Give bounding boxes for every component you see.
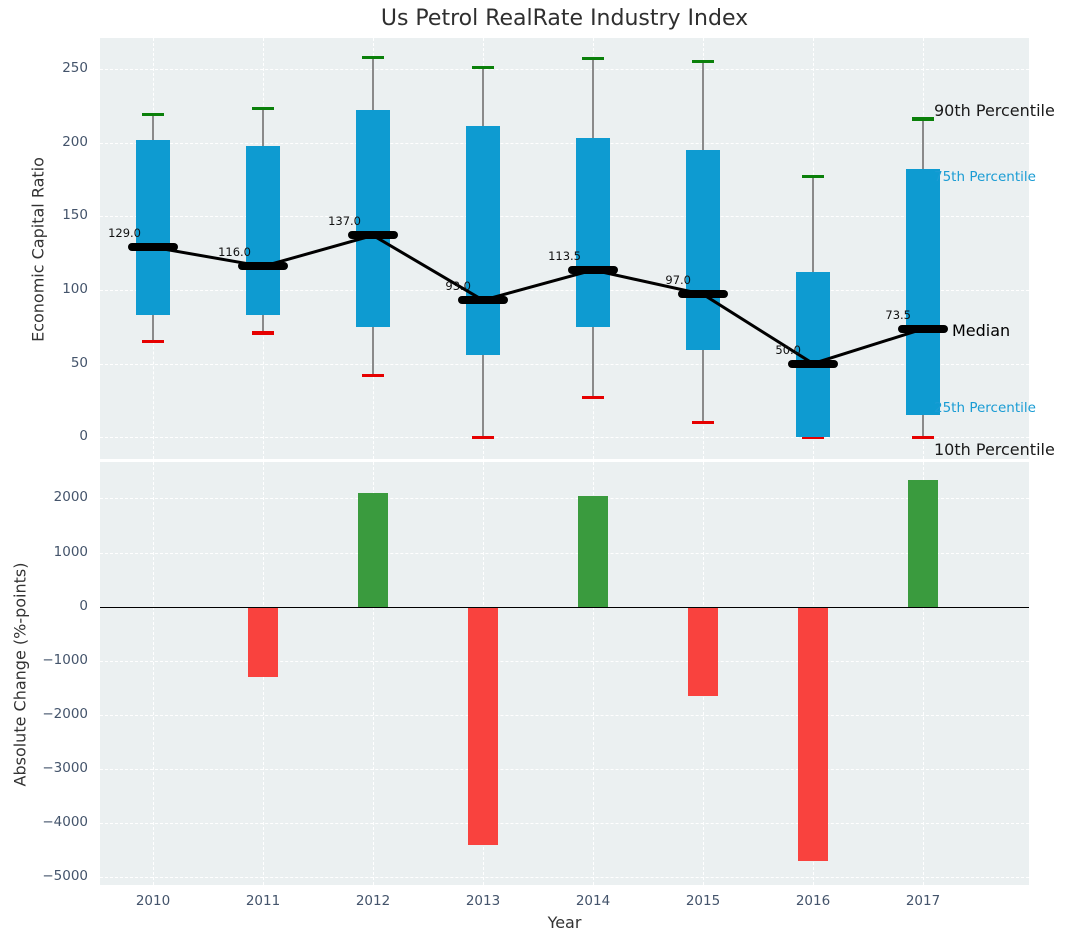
percentile-10-cap bbox=[912, 435, 934, 440]
interquartile-bar bbox=[356, 110, 390, 327]
percentile-90-cap bbox=[692, 59, 714, 64]
percentile-90-cap bbox=[362, 55, 384, 59]
interquartile-bar bbox=[906, 169, 940, 416]
percentile-90-cap bbox=[912, 117, 934, 121]
percentile-90-cap bbox=[142, 112, 164, 117]
top-gridline-h bbox=[100, 289, 1029, 291]
percentile-90-cap bbox=[802, 174, 824, 179]
median-marker bbox=[568, 266, 618, 275]
percentile-90-cap bbox=[582, 56, 604, 61]
bottom-gridline-h bbox=[100, 768, 1029, 770]
x-tick-label: 2011 bbox=[245, 893, 281, 909]
median-marker bbox=[788, 359, 838, 368]
top-y-tick-label: 100 bbox=[62, 280, 88, 297]
x-tick-label: 2010 bbox=[135, 893, 171, 909]
bottom-y-axis-label: Absolute Change (%-points) bbox=[10, 562, 30, 787]
top-gridline-h bbox=[100, 437, 1029, 439]
annotation-10th-percentile: 10th Percentile bbox=[934, 439, 1055, 459]
bottom-y-tick-label: 2000 bbox=[53, 489, 88, 506]
x-tick-label: 2014 bbox=[575, 893, 611, 909]
x-tick-label: 2016 bbox=[795, 893, 831, 909]
chart-title: Us Petrol RealRate Industry Index bbox=[380, 6, 749, 31]
x-tick-label: 2015 bbox=[685, 893, 721, 909]
annotation-median: Median bbox=[952, 321, 1011, 341]
top-gridline-h bbox=[100, 142, 1029, 144]
percentile-10-cap bbox=[362, 373, 384, 378]
x-tick-label: 2017 bbox=[905, 893, 941, 909]
interquartile-bar bbox=[576, 138, 610, 327]
change-bar-positive bbox=[358, 493, 388, 607]
bottom-y-tick-label: 0 bbox=[79, 597, 88, 614]
bottom-y-tick-label: 1000 bbox=[53, 543, 88, 560]
median-marker bbox=[898, 324, 948, 333]
median-value-label: 97.0 bbox=[665, 273, 691, 288]
change-bar-negative bbox=[468, 606, 498, 845]
bottom-y-tick-label: −2000 bbox=[42, 705, 88, 722]
bottom-panel-plot-area bbox=[100, 462, 1029, 885]
change-bar-negative bbox=[798, 606, 828, 861]
interquartile-bar bbox=[686, 150, 720, 351]
x-axis-label: Year bbox=[547, 913, 582, 932]
top-panel-plot-area: 129.0 116.0 137.0 93.0 113.5 97.0 50.0 73.5 bbox=[100, 38, 1029, 459]
annotation-90th-percentile: 90th Percentile bbox=[934, 101, 1055, 121]
bottom-gridline-h bbox=[100, 660, 1029, 662]
median-value-label: 137.0 bbox=[328, 214, 361, 229]
median-value-label: 129.0 bbox=[108, 226, 141, 241]
bottom-gridline-v bbox=[373, 462, 374, 885]
top-y-tick-label: 250 bbox=[62, 60, 88, 76]
top-gridline-h bbox=[100, 216, 1029, 218]
annotation-25th-percentile: 25th Percentile bbox=[934, 400, 1036, 417]
median-marker bbox=[238, 262, 288, 271]
top-gridline-h bbox=[100, 69, 1029, 70]
percentile-10-cap bbox=[802, 435, 824, 440]
bottom-gridline-v bbox=[153, 462, 154, 885]
percentile-90-cap bbox=[252, 107, 274, 111]
percentile-10-cap bbox=[252, 331, 274, 335]
bottom-gridline-v bbox=[593, 462, 594, 885]
median-value-label: 116.0 bbox=[218, 245, 251, 260]
bottom-y-tick-label: −3000 bbox=[42, 759, 88, 776]
median-value-label: 93.0 bbox=[445, 279, 471, 294]
zero-axis-line bbox=[100, 606, 1029, 608]
interquartile-bar bbox=[136, 139, 170, 315]
percentile-90-cap bbox=[472, 65, 494, 70]
median-value-label: 73.5 bbox=[885, 307, 911, 322]
top-y-tick-label: 50 bbox=[70, 354, 88, 371]
bottom-gridline-h bbox=[100, 714, 1029, 716]
percentile-10-cap bbox=[582, 395, 604, 400]
interquartile-bar bbox=[246, 145, 280, 315]
top-gridline-h bbox=[100, 363, 1029, 365]
percentile-10-cap bbox=[472, 435, 494, 440]
percentile-10-cap bbox=[692, 420, 714, 425]
top-y-tick-label: 0 bbox=[79, 428, 88, 445]
bottom-gridline-h bbox=[100, 877, 1029, 878]
top-y-tick-label: 150 bbox=[62, 207, 88, 224]
bottom-y-tick-label: −1000 bbox=[42, 651, 88, 668]
median-value-label: 50.0 bbox=[775, 342, 801, 357]
percentile-10-cap bbox=[142, 339, 164, 344]
bottom-y-tick-label: −4000 bbox=[42, 813, 88, 830]
median-value-label: 113.5 bbox=[548, 249, 581, 264]
top-y-tick-label: 200 bbox=[62, 133, 88, 150]
bottom-y-tick-label: −5000 bbox=[42, 868, 88, 884]
bottom-gridline-h bbox=[100, 552, 1029, 554]
bottom-gridline-h bbox=[100, 498, 1029, 500]
median-marker bbox=[678, 290, 728, 299]
bottom-gridline-v bbox=[923, 462, 924, 885]
change-bar-negative bbox=[248, 606, 278, 677]
interquartile-bar bbox=[466, 126, 500, 355]
x-tick-label: 2013 bbox=[465, 893, 501, 909]
interquartile-bar bbox=[796, 272, 830, 438]
x-tick-label: 2012 bbox=[355, 893, 391, 909]
median-marker bbox=[348, 231, 398, 240]
change-bar-negative bbox=[688, 606, 718, 696]
annotation-75th-percentile: 75th Percentile bbox=[934, 168, 1036, 185]
bottom-gridline-h bbox=[100, 822, 1029, 824]
median-marker bbox=[128, 243, 178, 252]
change-bar-positive bbox=[908, 479, 938, 607]
median-marker bbox=[458, 296, 508, 305]
change-bar-positive bbox=[578, 495, 608, 607]
